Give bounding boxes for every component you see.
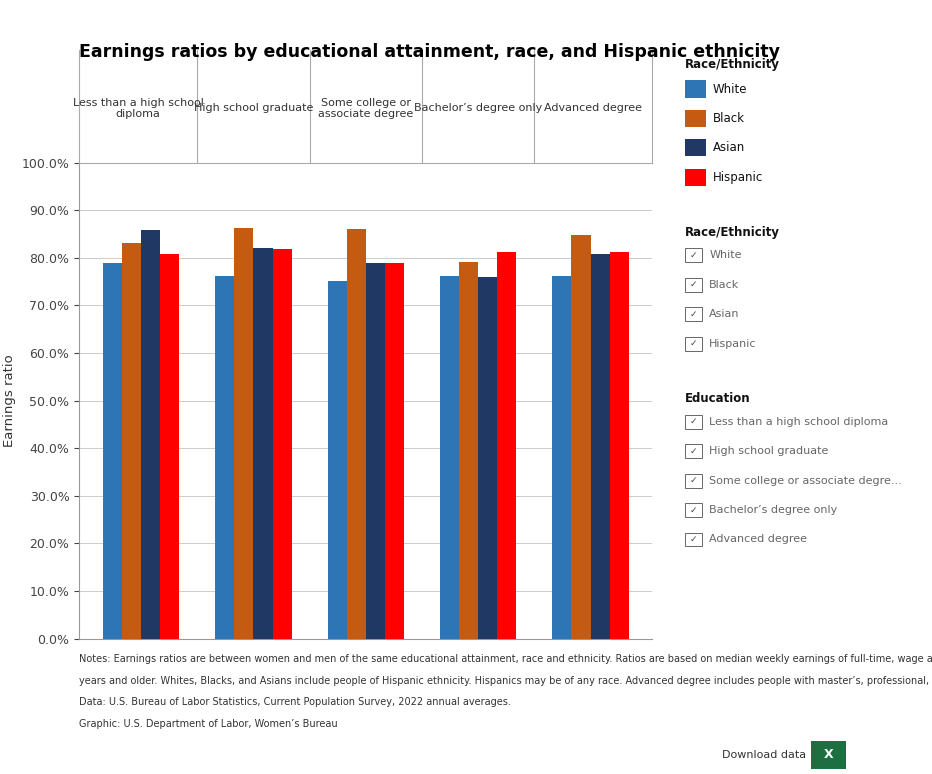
- Text: ✓: ✓: [690, 417, 697, 426]
- Text: Less than a high school diploma: Less than a high school diploma: [709, 417, 888, 426]
- Text: years and older. Whites, Blacks, and Asians include people of Hispanic ethnicity: years and older. Whites, Blacks, and Asi…: [79, 676, 932, 686]
- Text: ✓: ✓: [690, 251, 697, 260]
- Bar: [478, 277, 498, 639]
- Text: Bachelor’s degree only: Bachelor’s degree only: [709, 505, 838, 515]
- Text: Less than a high school
diploma: Less than a high school diploma: [73, 98, 204, 119]
- Text: Earnings ratios by educational attainment, race, and Hispanic ethnicity: Earnings ratios by educational attainmen…: [79, 43, 780, 60]
- Text: Hispanic: Hispanic: [713, 171, 763, 183]
- Text: Black: Black: [709, 280, 739, 289]
- Text: ✓: ✓: [690, 476, 697, 485]
- Text: Bachelor’s degree only: Bachelor’s degree only: [414, 104, 542, 113]
- Bar: [141, 230, 160, 639]
- Bar: [272, 249, 292, 639]
- Text: Black: Black: [713, 112, 745, 125]
- Text: Data: U.S. Bureau of Labor Statistics, Current Population Survey, 2022 annual av: Data: U.S. Bureau of Labor Statistics, C…: [79, 697, 511, 707]
- Y-axis label: Earnings ratio: Earnings ratio: [3, 354, 16, 447]
- Bar: [365, 262, 385, 639]
- Text: Race/Ethnicity: Race/Ethnicity: [685, 226, 780, 239]
- Text: ✓: ✓: [690, 280, 697, 289]
- Text: Advanced degree: Advanced degree: [544, 104, 642, 113]
- Bar: [459, 262, 478, 639]
- Bar: [160, 254, 179, 639]
- Text: High school graduate: High school graduate: [709, 447, 829, 456]
- Bar: [254, 248, 272, 639]
- Text: Hispanic: Hispanic: [709, 339, 757, 348]
- Text: Download data: Download data: [722, 750, 806, 759]
- Bar: [234, 228, 254, 639]
- Bar: [498, 252, 516, 639]
- Bar: [610, 252, 629, 639]
- Text: Some college or associate degre...: Some college or associate degre...: [709, 476, 902, 485]
- Text: Asian: Asian: [709, 310, 740, 319]
- Text: Race/Ethnicity: Race/Ethnicity: [685, 58, 780, 71]
- Bar: [440, 276, 459, 639]
- Bar: [122, 244, 141, 639]
- Text: ✓: ✓: [690, 447, 697, 456]
- Bar: [347, 229, 365, 639]
- Bar: [215, 276, 234, 639]
- Text: ✓: ✓: [690, 310, 697, 319]
- Bar: [385, 262, 404, 639]
- Text: ✓: ✓: [690, 505, 697, 515]
- Bar: [591, 254, 610, 639]
- Text: X: X: [824, 748, 833, 761]
- Bar: [103, 262, 122, 639]
- Text: High school graduate: High school graduate: [194, 104, 313, 113]
- Text: White: White: [713, 83, 747, 95]
- Text: Some college or
associate degree: Some college or associate degree: [318, 98, 414, 119]
- Bar: [571, 235, 591, 639]
- Text: Education: Education: [685, 392, 750, 406]
- Text: White: White: [709, 251, 742, 260]
- Text: Asian: Asian: [713, 142, 746, 154]
- Text: Advanced degree: Advanced degree: [709, 535, 807, 544]
- Text: Graphic: U.S. Department of Labor, Women’s Bureau: Graphic: U.S. Department of Labor, Women…: [79, 719, 337, 729]
- Text: ✓: ✓: [690, 339, 697, 348]
- Text: ✓: ✓: [690, 535, 697, 544]
- Bar: [328, 281, 347, 639]
- Bar: [553, 276, 571, 639]
- Text: Notes: Earnings ratios are between women and men of the same educational attainm: Notes: Earnings ratios are between women…: [79, 654, 932, 664]
